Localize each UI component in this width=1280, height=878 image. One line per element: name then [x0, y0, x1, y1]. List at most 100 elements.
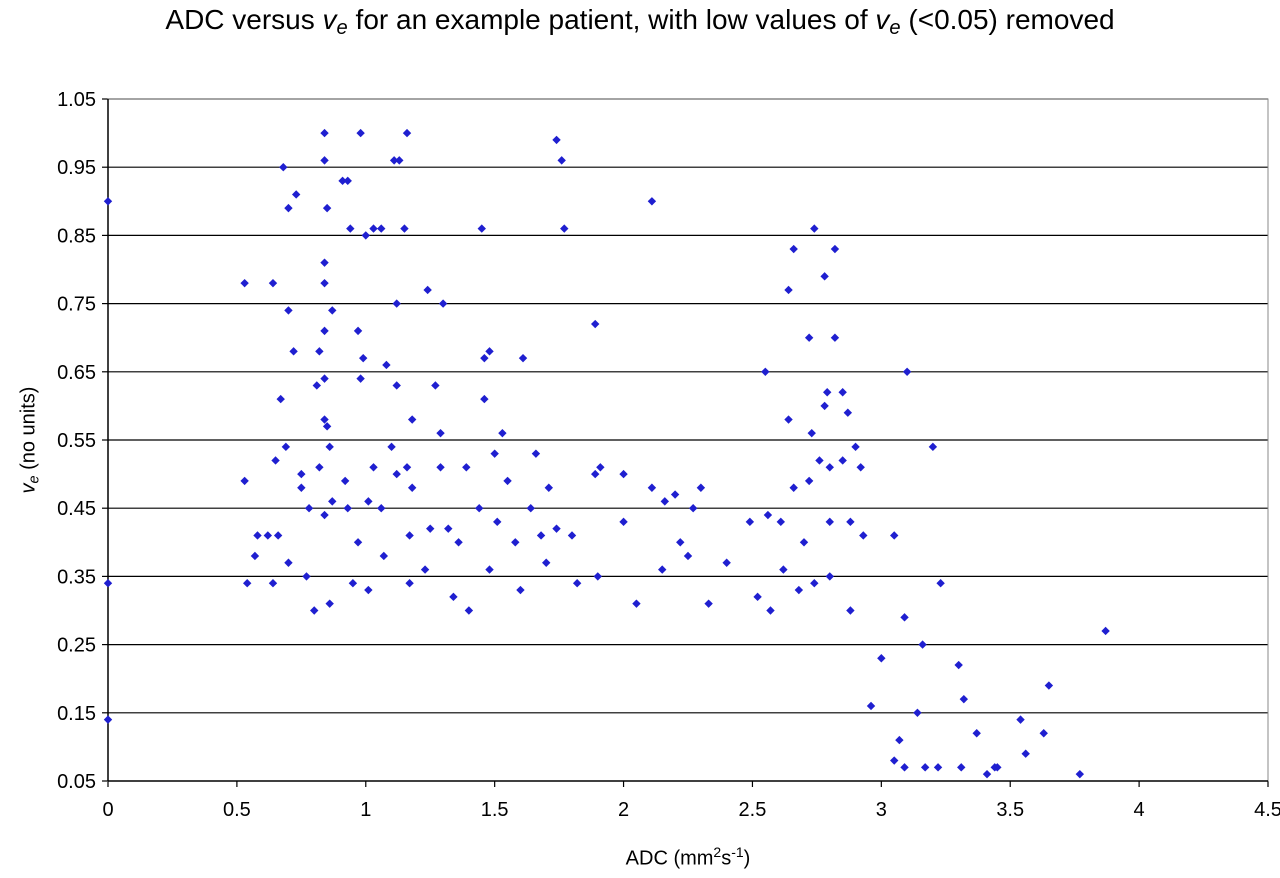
data-point — [315, 347, 324, 356]
data-point — [619, 469, 628, 479]
data-point — [957, 763, 966, 772]
data-point — [593, 572, 602, 581]
data-point — [364, 585, 373, 595]
data-point — [1021, 749, 1030, 758]
data-point — [407, 415, 417, 424]
data-point — [392, 469, 401, 479]
data-point — [799, 538, 809, 547]
data-point — [838, 388, 847, 397]
data-point — [696, 483, 706, 492]
data-point — [856, 463, 865, 472]
data-point — [359, 353, 368, 363]
data-point — [405, 531, 414, 540]
data-point — [454, 538, 463, 547]
data-point — [591, 319, 600, 329]
data-point — [557, 156, 566, 165]
data-point — [423, 285, 432, 295]
data-point — [658, 565, 667, 574]
x-tick-label: 2.5 — [739, 799, 767, 821]
data-point — [348, 579, 358, 588]
data-point — [477, 224, 486, 233]
data-point — [364, 497, 373, 506]
data-point — [402, 128, 412, 138]
data-point — [838, 456, 847, 465]
x-tick-label: 1.5 — [481, 799, 509, 821]
data-point — [310, 606, 319, 615]
data-point — [511, 538, 520, 547]
data-point — [859, 531, 868, 540]
data-point — [369, 224, 378, 233]
data-point — [444, 524, 453, 533]
data-point — [766, 606, 775, 615]
data-point — [591, 469, 600, 479]
data-point — [325, 442, 334, 452]
data-point — [745, 517, 755, 527]
y-tick-label: 0.85 — [57, 225, 96, 247]
data-point — [400, 224, 409, 233]
data-point — [1075, 769, 1085, 779]
data-point — [431, 381, 440, 390]
data-point — [420, 565, 430, 574]
data-point — [389, 156, 399, 165]
data-point — [933, 763, 943, 772]
data-point — [789, 483, 798, 492]
data-point — [503, 476, 512, 486]
data-point — [1039, 729, 1048, 738]
data-point — [402, 463, 412, 472]
y-tick-label: 0.05 — [57, 771, 96, 793]
data-point — [436, 463, 445, 472]
data-point — [356, 128, 365, 138]
x-tick-label: 4 — [1134, 799, 1145, 821]
data-point — [823, 388, 832, 397]
x-tick-label: 3.5 — [996, 799, 1024, 821]
data-point — [291, 190, 301, 199]
data-point — [103, 715, 113, 724]
data-point — [789, 244, 798, 254]
data-point — [328, 497, 337, 506]
data-point — [490, 449, 499, 458]
data-point — [846, 606, 855, 615]
data-point — [369, 463, 378, 472]
y-tick-label: 0.65 — [57, 362, 96, 384]
data-point — [560, 224, 569, 233]
data-point — [830, 244, 840, 254]
data-point — [250, 551, 260, 561]
data-point — [647, 483, 657, 492]
data-point — [1016, 715, 1025, 724]
data-point — [1044, 681, 1054, 690]
data-point — [928, 442, 938, 452]
data-point — [572, 579, 582, 588]
data-point — [763, 510, 773, 520]
y-tick-label: 0.95 — [57, 157, 96, 179]
data-point — [890, 756, 899, 765]
data-point — [343, 176, 352, 186]
data-point — [263, 531, 273, 540]
data-point — [688, 504, 698, 513]
data-point — [340, 476, 350, 486]
data-point — [312, 381, 321, 390]
data-point — [464, 606, 474, 615]
data-point — [279, 163, 288, 172]
data-point — [325, 599, 334, 608]
data-point — [297, 469, 306, 479]
data-point — [895, 735, 904, 745]
y-tick-label: 0.25 — [57, 635, 96, 657]
data-point — [913, 708, 922, 717]
data-point — [480, 353, 489, 363]
data-point — [346, 224, 355, 233]
data-point — [289, 347, 298, 356]
chart-title: ADC versus ve for an example patient, wi… — [165, 4, 1115, 40]
data-point — [405, 579, 414, 588]
data-point — [810, 224, 819, 233]
data-point — [361, 231, 370, 240]
data-point — [320, 128, 329, 138]
tick-labels: 0.05 0.15 0.25 0.35 0.45 0.55 0.65 0.75 0.85 0.95… — [57, 89, 1280, 821]
data-point — [810, 579, 819, 588]
data-point — [284, 306, 293, 315]
data-point — [516, 585, 525, 595]
x-tick-label: 2 — [618, 799, 629, 821]
data-point — [660, 497, 669, 506]
data-point — [804, 476, 814, 486]
data-point — [498, 428, 507, 438]
